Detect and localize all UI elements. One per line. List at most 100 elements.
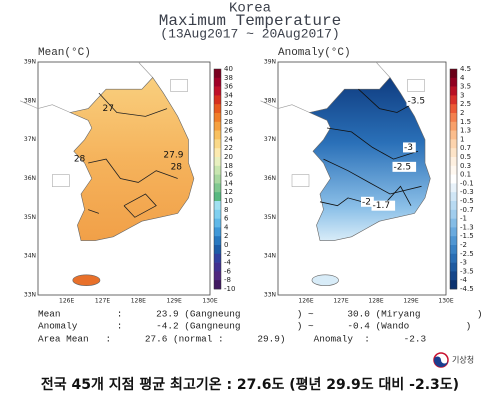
lon-label: 130E <box>438 298 453 305</box>
colorbar-swatch <box>214 148 221 158</box>
contour-label-bg <box>406 95 431 106</box>
lat-label: 33N <box>264 292 276 299</box>
inset-box <box>52 174 70 187</box>
subtitle: Maximum Temperature <box>159 12 341 30</box>
colorbar-swatch <box>450 209 457 219</box>
contour-line <box>358 88 412 113</box>
colorbar-swatch <box>450 271 457 281</box>
lon-label: 129E <box>403 298 418 305</box>
footer: 전국 45개 지점 평균 최고기온 : 27.6도 (평년 29.9도 대비 -… <box>41 376 459 393</box>
contour-label: 27.9 <box>163 151 183 161</box>
lat-label: 39N <box>264 59 276 66</box>
colorbar-label: -3 <box>460 259 467 267</box>
contour-line <box>319 197 363 207</box>
colorbar-frame <box>449 68 458 290</box>
colorbar-swatch <box>214 236 221 246</box>
logo: 기상청 <box>433 352 474 368</box>
title: Korea <box>229 1 271 17</box>
colorbar-label: -2 <box>460 241 467 249</box>
colorbar-label: 8 <box>224 206 228 214</box>
colorbar-swatch <box>450 218 457 228</box>
island <box>311 274 339 286</box>
lat-label: 38N <box>24 97 36 104</box>
colorbar-swatch <box>214 209 221 219</box>
colorbar-label: -10 <box>224 285 235 293</box>
colorbar-label: 0.7 <box>460 144 471 152</box>
stats-line: Area Mean : 27.6 (normal : 29.9) Anomaly… <box>38 333 427 344</box>
period: (13Aug2017 ~ 20Aug2017) <box>160 26 339 41</box>
colorbar-label: -8 <box>224 276 231 284</box>
coastline <box>260 100 310 113</box>
colorbar-swatch <box>214 139 221 149</box>
colorbar-swatch <box>450 104 457 114</box>
colorbar-swatch <box>214 280 221 290</box>
contour-label-bg <box>403 142 416 153</box>
colorbar-swatch <box>214 218 221 228</box>
contour-label-bg <box>361 196 374 207</box>
contour-label: -2 <box>362 197 371 207</box>
contour-label: 28 <box>74 155 86 165</box>
colorbar-label: 18 <box>224 162 233 170</box>
colorbar-swatch <box>450 236 457 246</box>
colorbar-label: 3.5 <box>460 83 471 91</box>
colorbar-swatch <box>214 157 221 167</box>
lon-label: 126E <box>298 298 313 305</box>
colorbar-label: 10 <box>224 197 233 205</box>
colorbar-swatch <box>214 95 221 105</box>
colorbar-swatch <box>214 174 221 184</box>
colorbar-swatch <box>450 139 457 149</box>
colorbar-label: 12 <box>224 188 233 196</box>
colorbar-swatch <box>214 113 221 123</box>
colorbar-swatch <box>214 245 221 255</box>
colorbar-label: -3.5 <box>460 267 474 275</box>
colorbar-label: 14 <box>224 179 233 187</box>
colorbar-swatch <box>214 192 221 202</box>
lat-label: 36N <box>24 175 36 182</box>
contour-line <box>98 92 168 117</box>
colorbar-swatch <box>450 113 457 123</box>
lon-label: 126E <box>59 298 74 305</box>
colorbar-label: 1.5 <box>460 118 471 126</box>
colorbar-swatch <box>450 183 457 193</box>
colorbar-label: 32 <box>224 100 233 108</box>
colorbar-label: -1.5 <box>460 232 474 240</box>
lat-label: 39N <box>24 59 36 66</box>
colorbar-swatch <box>450 95 457 105</box>
colorbar-label: -4 <box>224 259 232 267</box>
contour-line <box>88 209 100 214</box>
colorbar-swatch <box>450 245 457 255</box>
map-panel: Anomaly(°C)-3.5-3-2.5-2 -1.739N38N37N36N3… <box>260 47 474 305</box>
contour-label: -3.5 <box>408 96 426 106</box>
contour-label: -3 <box>404 143 413 153</box>
colorbar-label: 0.3 <box>460 162 471 170</box>
inset-box <box>407 79 425 92</box>
colorbar-label: 30 <box>224 109 233 117</box>
colorbar-swatch <box>214 77 221 87</box>
colorbar-swatch <box>450 174 457 184</box>
colorbar-frame <box>213 68 222 290</box>
colorbar-swatch <box>214 86 221 96</box>
colorbar-label: 24 <box>224 135 233 143</box>
colorbar-swatch <box>450 227 457 237</box>
colorbar-swatch <box>450 130 457 140</box>
colorbar-swatch <box>450 192 457 202</box>
colorbar-label: 6 <box>224 215 229 223</box>
colorbar-label: -1.3 <box>460 223 474 231</box>
colorbar-label: 40 <box>224 65 233 73</box>
colorbar-label: 1 <box>460 135 464 143</box>
colorbar-label: -0.7 <box>460 206 474 214</box>
contour-line <box>123 193 157 218</box>
colorbar-label: -4 <box>460 276 468 284</box>
colorbar-label: 38 <box>224 74 233 82</box>
colorbar-label: 34 <box>224 91 233 99</box>
colorbar-swatch <box>450 262 457 272</box>
colorbar-swatch <box>450 165 457 175</box>
colorbar-swatch <box>450 69 457 79</box>
lat-label: 36N <box>264 175 276 182</box>
lon-label: 129E <box>167 298 182 305</box>
colorbar-label: 3 <box>460 91 464 99</box>
colorbar-label: 1.3 <box>460 127 471 135</box>
logo-text: 기상청 <box>452 355 474 365</box>
colorbar-label: 20 <box>224 153 233 161</box>
